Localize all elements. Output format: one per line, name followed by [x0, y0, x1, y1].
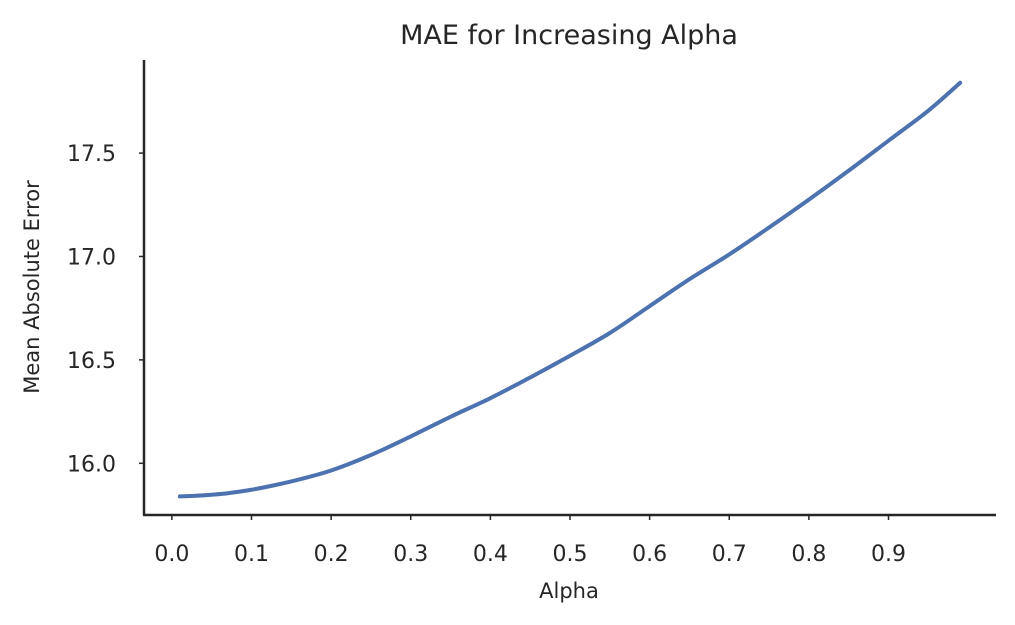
chart-title: MAE for Increasing Alpha — [400, 20, 738, 51]
x-tick-label: 0.8 — [791, 542, 826, 567]
y-tick-label: 16.0 — [67, 452, 116, 477]
y-tick-label: 16.5 — [67, 349, 116, 374]
x-tick-label: 0.3 — [393, 542, 428, 567]
x-tick-label: 0.9 — [871, 542, 906, 567]
x-tick-label: 0.1 — [234, 542, 269, 567]
y-axis-ticks: 16.0 16.5 17.0 17.5 — [67, 142, 144, 477]
x-tick-label: 0.2 — [314, 542, 349, 567]
y-axis-label: Mean Absolute Error — [20, 180, 44, 394]
x-axis-ticks: 0.0 0.1 0.2 0.3 0.4 0.5 0.6 0.7 0.8 0.9 — [154, 515, 906, 567]
mae-series-line — [177, 80, 963, 499]
x-tick-label: 0.6 — [632, 542, 667, 567]
series-layer — [177, 80, 963, 499]
x-tick-label: 0.5 — [553, 542, 588, 567]
y-tick-label: 17.5 — [67, 142, 116, 167]
y-tick-label: 17.0 — [67, 245, 116, 270]
x-tick-label: 0.0 — [154, 542, 189, 567]
x-axis-label: Alpha — [539, 579, 599, 603]
x-tick-label: 0.7 — [712, 542, 747, 567]
x-tick-label: 0.4 — [473, 542, 508, 567]
